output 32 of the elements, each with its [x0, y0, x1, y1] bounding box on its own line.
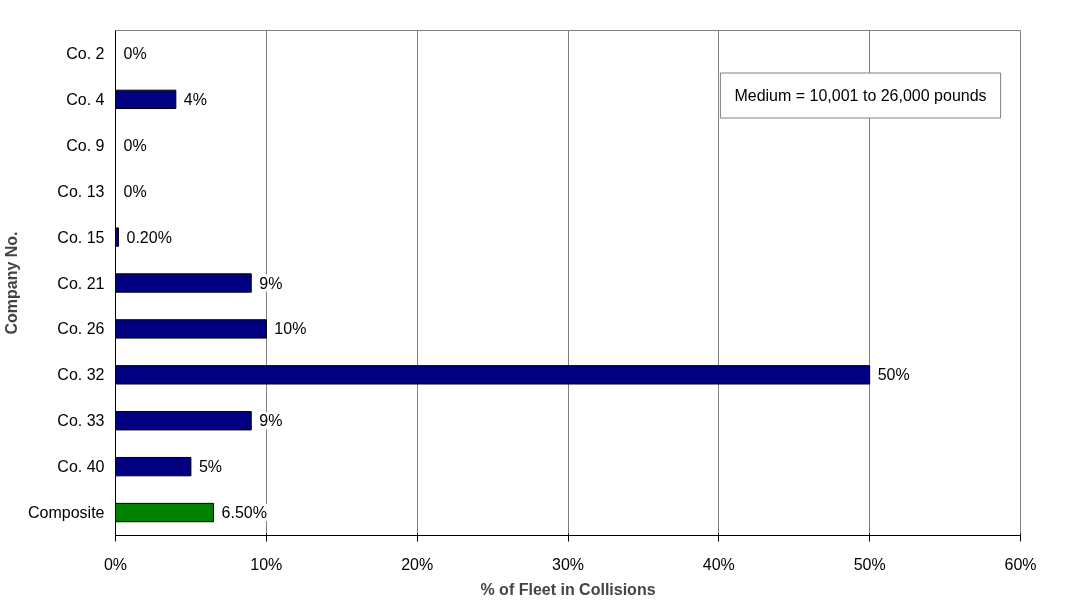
y-tick-label: Composite [28, 504, 105, 522]
data-label: 6.50% [221, 504, 267, 522]
data-label: 50% [877, 366, 910, 384]
y-tick-label: Co. 32 [57, 366, 105, 384]
data-label: 9% [259, 274, 283, 292]
x-tick-label: 0% [103, 555, 128, 573]
data-label: 0% [123, 44, 147, 62]
data-label: 0.20% [126, 228, 172, 246]
x-tick-label: 40% [702, 555, 735, 573]
annotation: Medium = 10,001 to 26,000 pounds [734, 87, 987, 104]
data-label: 5% [198, 458, 223, 476]
data-label: 4% [183, 90, 207, 108]
x-tick-label: 30% [551, 555, 585, 573]
x-tick-label: 50% [853, 555, 886, 573]
y-tick-label: Co. 40 [57, 458, 105, 476]
x-axis-title: % of Fleet in Collisions [480, 580, 656, 598]
x-tick-label: 60% [1004, 555, 1037, 573]
y-tick-label: Co. 33 [57, 412, 105, 430]
data-label: 10% [274, 320, 307, 338]
y-tick-label: Co. 26 [57, 320, 105, 338]
x-tick-label: 20% [401, 555, 434, 573]
y-axis-title: Company No. [3, 231, 21, 335]
y-tick-label: Co. 13 [57, 182, 105, 200]
data-label: 0% [123, 136, 147, 154]
y-tick-label: Co. 21 [57, 274, 105, 292]
y-tick-label: Co. 15 [57, 228, 105, 246]
x-tick-label: 10% [250, 555, 283, 573]
data-label: 9% [259, 412, 283, 430]
data-label: 0% [123, 182, 147, 200]
y-tick-label: Co. 9 [66, 136, 105, 154]
y-tick-label: Co. 4 [66, 90, 105, 108]
y-tick-label: Co. 2 [66, 44, 105, 62]
